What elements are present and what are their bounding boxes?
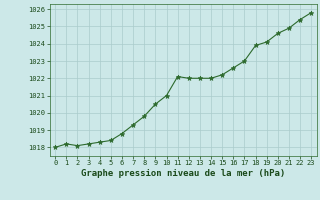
- X-axis label: Graphe pression niveau de la mer (hPa): Graphe pression niveau de la mer (hPa): [81, 169, 285, 178]
